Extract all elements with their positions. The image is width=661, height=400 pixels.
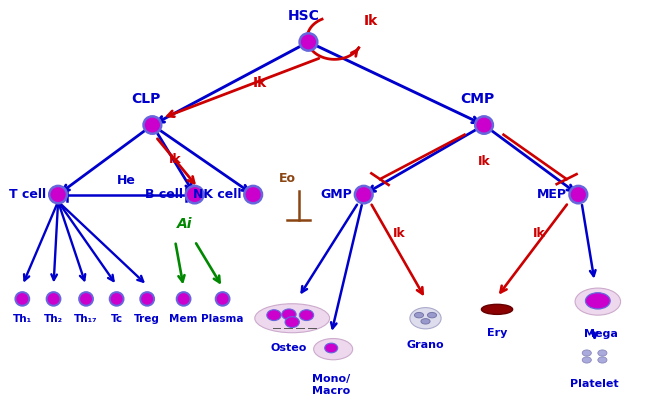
Text: Eo: Eo bbox=[278, 172, 295, 185]
Text: Mem: Mem bbox=[169, 314, 198, 324]
Text: Mega: Mega bbox=[584, 329, 618, 339]
Ellipse shape bbox=[428, 312, 436, 318]
Ellipse shape bbox=[598, 350, 607, 356]
Text: Ai: Ai bbox=[177, 217, 192, 231]
Ellipse shape bbox=[254, 304, 330, 333]
Text: Th₂: Th₂ bbox=[44, 314, 63, 324]
Ellipse shape bbox=[15, 292, 29, 306]
Ellipse shape bbox=[245, 186, 262, 203]
Text: B cell: B cell bbox=[145, 188, 183, 201]
Text: NK cell: NK cell bbox=[193, 188, 241, 201]
Ellipse shape bbox=[421, 319, 430, 324]
Text: He: He bbox=[117, 174, 136, 187]
Text: Tc: Tc bbox=[110, 314, 123, 324]
Ellipse shape bbox=[355, 186, 373, 203]
Ellipse shape bbox=[282, 309, 296, 320]
Ellipse shape bbox=[314, 338, 353, 360]
Ellipse shape bbox=[285, 317, 299, 328]
Ellipse shape bbox=[410, 308, 441, 329]
Text: Ik: Ik bbox=[253, 76, 267, 90]
Text: CMP: CMP bbox=[461, 92, 494, 106]
Ellipse shape bbox=[49, 186, 67, 203]
Text: Ik: Ik bbox=[393, 227, 406, 240]
Text: Ik: Ik bbox=[364, 14, 378, 28]
Ellipse shape bbox=[176, 292, 190, 306]
Ellipse shape bbox=[79, 292, 93, 306]
Ellipse shape bbox=[475, 116, 493, 134]
Ellipse shape bbox=[143, 116, 161, 134]
Ellipse shape bbox=[575, 288, 621, 315]
Text: Platelet: Platelet bbox=[570, 379, 619, 389]
Text: CLP: CLP bbox=[131, 92, 161, 106]
Ellipse shape bbox=[414, 312, 424, 318]
Ellipse shape bbox=[299, 33, 317, 51]
Text: MEP: MEP bbox=[537, 188, 566, 201]
Ellipse shape bbox=[47, 292, 60, 306]
Text: Treg: Treg bbox=[134, 314, 160, 324]
Text: Ik: Ik bbox=[478, 155, 490, 168]
Text: Mono/
Macro: Mono/ Macro bbox=[312, 374, 350, 396]
Ellipse shape bbox=[325, 343, 338, 353]
Text: Grano: Grano bbox=[407, 340, 444, 350]
Ellipse shape bbox=[267, 310, 281, 320]
Text: Osteo: Osteo bbox=[271, 343, 307, 353]
Ellipse shape bbox=[586, 293, 610, 309]
Text: T cell: T cell bbox=[9, 188, 46, 201]
Text: Th₁₇: Th₁₇ bbox=[74, 314, 98, 324]
Ellipse shape bbox=[110, 292, 124, 306]
Ellipse shape bbox=[215, 292, 229, 306]
Text: Ik: Ik bbox=[169, 153, 182, 166]
Text: GMP: GMP bbox=[321, 188, 352, 201]
Text: Ik: Ik bbox=[533, 227, 546, 240]
Ellipse shape bbox=[598, 357, 607, 363]
Text: Ery: Ery bbox=[487, 328, 507, 338]
Text: Plasma: Plasma bbox=[202, 314, 244, 324]
Text: HSC: HSC bbox=[288, 10, 319, 24]
Ellipse shape bbox=[582, 357, 592, 363]
Text: Th₁: Th₁ bbox=[13, 314, 32, 324]
Ellipse shape bbox=[570, 186, 587, 203]
Ellipse shape bbox=[481, 304, 513, 314]
Ellipse shape bbox=[140, 292, 154, 306]
Ellipse shape bbox=[186, 186, 204, 203]
Ellipse shape bbox=[299, 310, 314, 320]
Ellipse shape bbox=[582, 350, 592, 356]
